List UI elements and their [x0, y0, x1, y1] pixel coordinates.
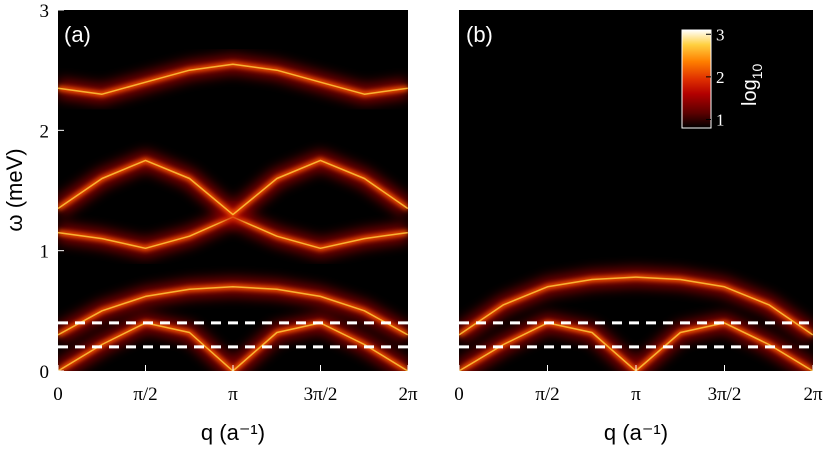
x-tick-label: 2π: [398, 384, 418, 405]
panel-a-x-ticks: 0 π/2 π 3π/2 2π: [53, 365, 418, 405]
panel-a-dashed-lines: [58, 321, 408, 349]
panel-a: (a) 0 π/2 π 3π/2 2π 0 1 2 3 q (a⁻¹) ω (meV): [2, 1, 418, 445]
panel-a-y-axis-label: ω (meV): [2, 148, 27, 231]
x-tick-label: 0: [454, 384, 464, 405]
y-tick-label: 0: [40, 362, 50, 383]
x-tick-label: π: [631, 384, 641, 405]
x-tick-label: π/2: [535, 384, 559, 405]
x-tick-label: 3π/2: [304, 384, 338, 405]
x-tick-label: π/2: [133, 384, 157, 405]
band-core-2: [459, 276, 813, 336]
panel-b-dashed-lines: [459, 321, 813, 349]
colorbar-label-subscript: 10: [749, 64, 765, 80]
panel-b-x-axis-label: q (a⁻¹): [604, 420, 668, 445]
band-core-4: [58, 159, 408, 216]
panel-b-plot-area: [459, 10, 813, 371]
y-tick-label: 2: [40, 121, 50, 142]
colorbar-ticks: 3 2 1: [706, 25, 725, 129]
panel-b-heatmap: [459, 268, 813, 371]
y-tick-label: 1: [40, 242, 50, 263]
panel-a-y-ticks: 0 1 2 3: [40, 1, 64, 383]
colorbar-tick-label: 3: [716, 25, 725, 44]
panel-b-label: (b): [466, 22, 493, 47]
panel-a-heatmap: [58, 55, 408, 371]
colorbar-tick-label: 1: [716, 110, 725, 129]
colorbar-gradient: [681, 29, 712, 129]
panel-a-label: (a): [64, 22, 91, 47]
colorbar: 3 2 1 log10: [681, 25, 765, 129]
panel-b: (b) 0 π/2 π 3π/2 2π q (a⁻¹) 3 2 1 log10: [454, 10, 823, 445]
band-core-1: [58, 322, 408, 371]
colorbar-tick-label: 2: [716, 68, 725, 87]
x-tick-label: 0: [53, 384, 63, 405]
colorbar-label: log10: [739, 64, 765, 106]
colorbar-label-main: log: [739, 79, 761, 106]
x-tick-label: 2π: [803, 384, 823, 405]
panel-a-x-axis-label: q (a⁻¹): [201, 420, 265, 445]
band-core-1: [459, 322, 813, 371]
x-tick-label: π: [228, 384, 238, 405]
x-tick-label: 3π/2: [708, 384, 742, 405]
band-core-5: [58, 63, 408, 95]
band-core-2: [58, 286, 408, 336]
y-tick-label: 3: [40, 1, 50, 22]
panel-b-x-ticks: 0 π/2 π 3π/2 2π: [454, 365, 823, 405]
